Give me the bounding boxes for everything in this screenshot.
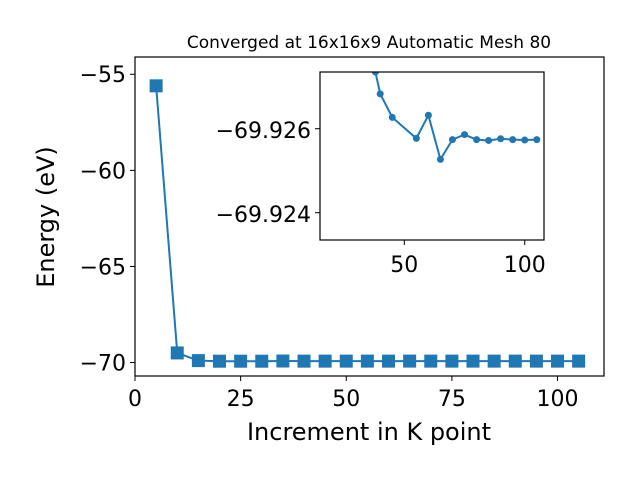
x-tick-label: 75 <box>438 387 466 412</box>
data-point <box>213 354 227 368</box>
data-point <box>412 134 420 142</box>
data-point <box>276 354 290 368</box>
data-point <box>551 354 565 368</box>
data-point <box>508 354 522 368</box>
data-point <box>339 354 353 368</box>
main-ticks: 0 25 50 75 100 −55 −60 −65 −70 <box>80 63 579 412</box>
data-point <box>403 354 417 368</box>
data-point <box>485 136 493 144</box>
data-point <box>149 79 163 93</box>
data-point <box>436 155 444 163</box>
data-point <box>572 354 586 368</box>
series-group <box>149 79 586 368</box>
x-tick-label: 100 <box>504 253 546 278</box>
data-point <box>521 136 529 144</box>
x-tick-label: 0 <box>128 387 142 412</box>
x-tick-label: 25 <box>227 387 255 412</box>
inset-series <box>371 72 541 163</box>
data-point <box>533 136 541 144</box>
y-tick-label: −70 <box>80 351 126 376</box>
data-point <box>424 354 438 368</box>
data-point <box>318 354 332 368</box>
data-point <box>371 72 379 76</box>
x-tick-label: 50 <box>332 387 360 412</box>
data-point <box>297 354 311 368</box>
data-point <box>448 136 456 144</box>
data-point <box>487 354 501 368</box>
data-point <box>170 346 184 360</box>
data-point <box>424 111 432 119</box>
data-point <box>360 354 374 368</box>
data-point <box>497 135 505 143</box>
data-point <box>529 354 543 368</box>
data-point <box>382 354 396 368</box>
y-tick-label: −60 <box>80 159 126 184</box>
data-point <box>376 90 384 98</box>
data-point <box>445 354 459 368</box>
x-tick-label: 100 <box>537 387 579 412</box>
data-point <box>461 131 469 139</box>
main-plot-frame <box>134 56 605 377</box>
data-point <box>191 354 205 368</box>
data-point <box>466 354 480 368</box>
data-point <box>509 136 517 144</box>
data-point <box>388 113 396 121</box>
y-tick-label: −65 <box>80 255 126 280</box>
data-point <box>234 354 248 368</box>
y-tick-label: −69.924 <box>216 203 311 228</box>
y-tick-label: −69.926 <box>216 119 311 144</box>
data-point <box>255 354 269 368</box>
x-tick-label: 50 <box>390 253 418 278</box>
y-axis-label: Energy (eV) <box>32 146 60 288</box>
data-point <box>473 136 481 144</box>
inset-ticks: 50 100 −69.926 −69.924 <box>216 119 546 278</box>
inset-plot-background <box>320 72 544 240</box>
x-axis-label: Increment in K point <box>247 418 491 446</box>
inset-plot-frame <box>319 71 545 241</box>
y-tick-label: −55 <box>80 63 126 88</box>
main-series <box>149 79 586 368</box>
chart-title: Converged at 16x16x9 Automatic Mesh 80 <box>187 33 551 53</box>
series-group <box>371 72 541 163</box>
